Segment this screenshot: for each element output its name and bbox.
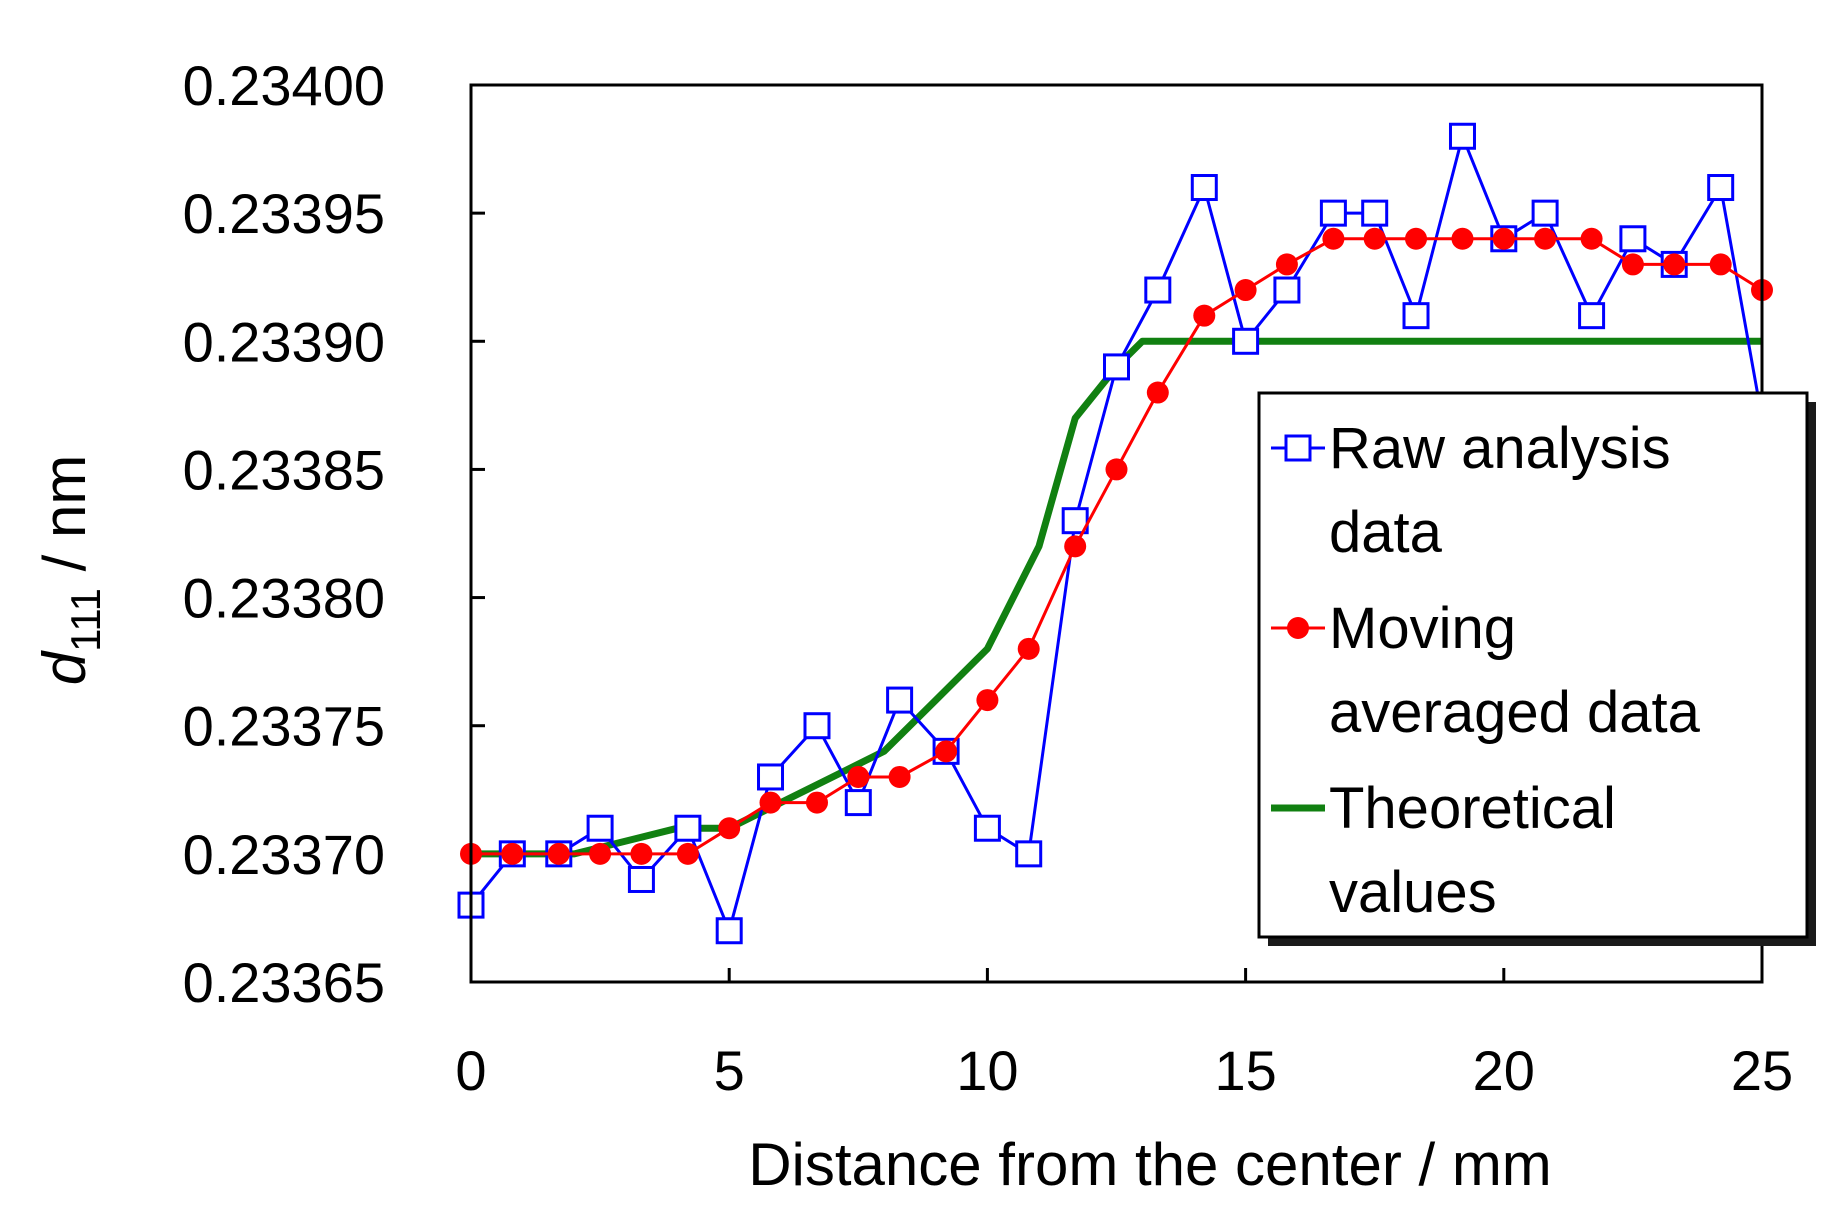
legend-box <box>1257 391 1809 939</box>
raw-analysis-data-point <box>715 917 743 945</box>
x-axis-title: Distance from the center / mm <box>748 1131 1552 1198</box>
y-tick-label: 0.23370 <box>183 823 385 886</box>
moving-averaged-data-point <box>1322 227 1345 250</box>
moving-averaged-data-point <box>1146 381 1169 404</box>
y-tick-label: 0.23380 <box>183 567 385 630</box>
y-axis-title: d111 / nm <box>31 455 109 686</box>
raw-analysis-data-point <box>1448 122 1476 150</box>
moving-averaged-data-point <box>1621 253 1644 276</box>
y-tick-label: 0.23385 <box>183 438 385 501</box>
moving-averaged-data-point <box>1580 227 1603 250</box>
y-tick-label: 0.23390 <box>183 310 385 373</box>
moving-averaged-data-point <box>1064 535 1087 558</box>
raw-analysis-data-point <box>627 865 655 893</box>
moving-averaged-data-point <box>1451 227 1474 250</box>
y-axis-title-unit: / nm <box>31 455 98 588</box>
moving-averaged-data-point <box>1363 227 1386 250</box>
raw-analysis-data-point <box>886 686 914 714</box>
moving-averaged-data-point <box>1234 279 1257 302</box>
moving-averaged-data-point <box>718 817 741 840</box>
moving-averaged-data-point <box>935 740 958 763</box>
legend-marker-moving-averaged-data <box>1287 617 1309 639</box>
legend-label-raw-analysis-data: Raw analysis <box>1329 416 1671 481</box>
moving-averaged-data-point <box>847 765 870 788</box>
y-tick-label: 0.23365 <box>183 951 385 1014</box>
moving-averaged-data-point <box>1534 227 1557 250</box>
moving-averaged-data-point <box>1275 253 1298 276</box>
legend: Raw analysis data Moving averaged data Theor… <box>1257 391 1816 946</box>
raw-analysis-data-point <box>1361 199 1389 227</box>
moving-averaged-data-point <box>1193 304 1216 327</box>
raw-analysis-data-point <box>1402 302 1430 330</box>
raw-analysis-data-point <box>803 712 831 740</box>
legend-label-moving-averaged-data: Moving <box>1329 596 1516 661</box>
moving-averaged-data-point <box>888 765 911 788</box>
moving-averaged-data-point <box>759 791 782 814</box>
moving-averaged-data-point <box>1405 227 1428 250</box>
y-axis-title-main: d <box>31 650 98 685</box>
raw-analysis-data-point <box>1578 302 1606 330</box>
moving-averaged-data-point <box>501 842 524 865</box>
x-tick-label: 15 <box>1214 1039 1276 1102</box>
moving-averaged-data-point <box>1017 637 1040 660</box>
moving-averaged-data-point <box>1709 253 1732 276</box>
x-tick-label: 5 <box>714 1039 745 1102</box>
raw-analysis-data-point <box>1103 353 1130 381</box>
moving-averaged-data-point <box>589 842 612 865</box>
moving-averaged-data-point <box>805 791 828 814</box>
raw-analysis-data-point <box>1531 199 1559 227</box>
raw-analysis-data-point <box>1190 174 1218 202</box>
y-tick-label: 0.23375 <box>183 695 385 758</box>
y-axis-title-subscript: 111 <box>62 588 109 652</box>
x-tick-label: 10 <box>956 1039 1018 1102</box>
x-tick-label: 0 <box>455 1039 486 1102</box>
ticks-layer: 0.23365 0.23370 0.23375 0.23380 0.23385 0.233… <box>183 54 1794 1102</box>
legend-label-moving-averaged-data: averaged data <box>1329 680 1701 745</box>
moving-averaged-data-series <box>460 227 1773 865</box>
legend-label-theoretical-values: values <box>1329 860 1497 925</box>
series-layer <box>457 122 1776 945</box>
raw-analysis-data-point <box>1707 174 1735 202</box>
moving-averaged-data-point <box>1105 458 1128 481</box>
raw-analysis-data-point <box>1015 840 1043 868</box>
moving-averaged-data-point <box>1663 253 1686 276</box>
legend-marker-raw-analysis-data <box>1284 434 1312 462</box>
raw-analysis-data-point <box>844 789 872 817</box>
moving-averaged-data-point <box>547 842 570 865</box>
legend-label-theoretical-values: Theoretical <box>1329 776 1616 841</box>
raw-analysis-data-point <box>1144 276 1172 304</box>
moving-averaged-data-point <box>676 842 699 865</box>
raw-analysis-data-point <box>1319 199 1347 227</box>
x-tick-label: 20 <box>1473 1039 1535 1102</box>
moving-averaged-data-point <box>1492 227 1515 250</box>
moving-averaged-data-point <box>630 842 653 865</box>
raw-analysis-data-series <box>457 122 1776 945</box>
moving-averaged-data-point <box>976 689 999 712</box>
raw-analysis-data-point <box>1273 276 1301 304</box>
raw-analysis-data-point <box>973 814 1001 842</box>
raw-analysis-data-point <box>1619 225 1647 253</box>
x-tick-label: 25 <box>1731 1039 1793 1102</box>
raw-analysis-data-point <box>757 763 785 791</box>
raw-analysis-data-point <box>1232 327 1260 355</box>
legend-label-raw-analysis-data: data <box>1329 500 1443 565</box>
y-tick-label: 0.23400 <box>183 54 385 117</box>
raw-analysis-data-point <box>674 814 702 842</box>
y-tick-label: 0.23395 <box>183 182 385 245</box>
raw-analysis-data-point <box>586 814 614 842</box>
